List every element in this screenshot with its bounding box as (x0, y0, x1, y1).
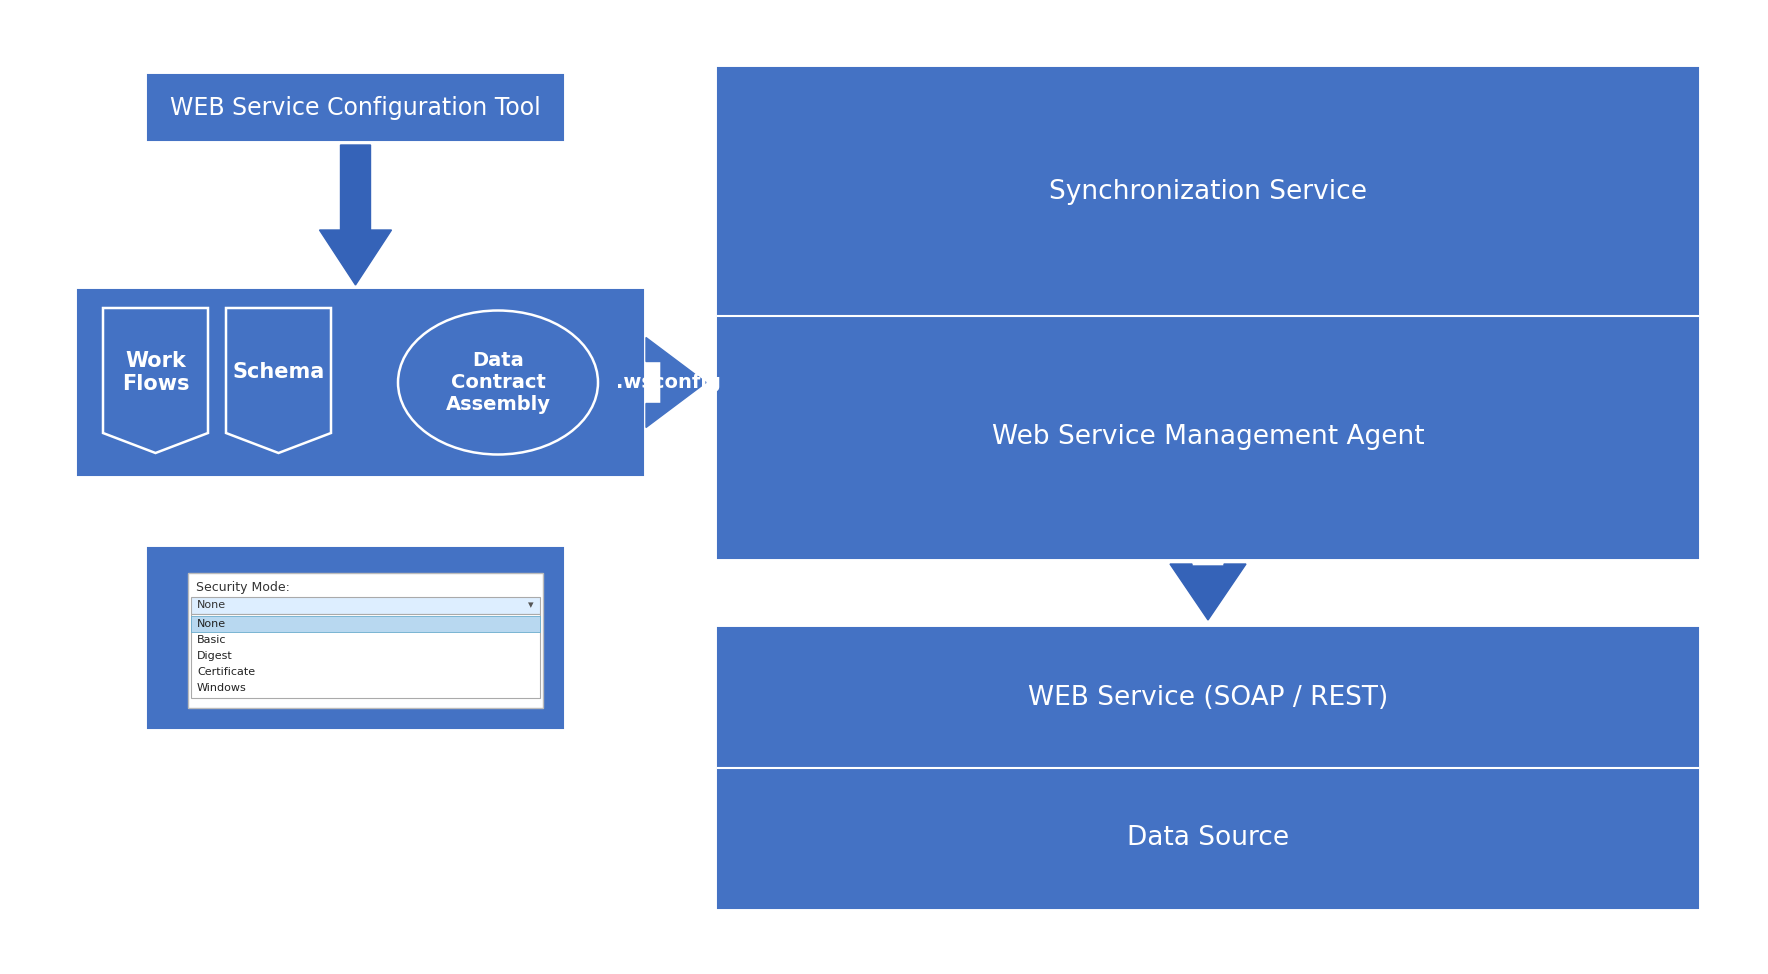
FancyBboxPatch shape (718, 68, 1697, 558)
Text: WEB Service Configuration Tool: WEB Service Configuration Tool (170, 95, 541, 120)
FancyBboxPatch shape (191, 597, 539, 614)
Polygon shape (103, 308, 209, 453)
Text: ▾: ▾ (529, 601, 534, 611)
FancyBboxPatch shape (149, 548, 562, 728)
Polygon shape (226, 308, 331, 453)
Ellipse shape (398, 311, 598, 455)
Text: Certificate: Certificate (196, 667, 255, 677)
FancyBboxPatch shape (187, 573, 543, 708)
FancyBboxPatch shape (78, 290, 644, 475)
Text: Security Mode:: Security Mode: (196, 581, 290, 593)
Text: None: None (196, 619, 226, 629)
FancyBboxPatch shape (718, 628, 1697, 908)
Text: Data Source: Data Source (1126, 825, 1289, 851)
Text: .wsconfig: .wsconfig (615, 373, 721, 392)
Polygon shape (645, 338, 705, 428)
FancyBboxPatch shape (191, 614, 539, 698)
Text: Windows: Windows (196, 683, 248, 693)
Polygon shape (320, 145, 391, 285)
Text: Web Service Management Agent: Web Service Management Agent (992, 424, 1425, 450)
Text: Schema: Schema (232, 362, 325, 383)
Text: Data
Contract
Assembly: Data Contract Assembly (446, 351, 550, 414)
Text: Synchronization Service: Synchronization Service (1048, 179, 1367, 205)
FancyBboxPatch shape (191, 616, 539, 632)
Text: Digest: Digest (196, 651, 233, 661)
Text: None: None (196, 601, 226, 611)
Text: WEB Service (SOAP / REST): WEB Service (SOAP / REST) (1027, 685, 1388, 711)
Polygon shape (1170, 564, 1246, 620)
Text: Basic: Basic (196, 635, 226, 645)
FancyBboxPatch shape (149, 75, 562, 140)
Text: Work
Flows: Work Flows (122, 351, 189, 394)
